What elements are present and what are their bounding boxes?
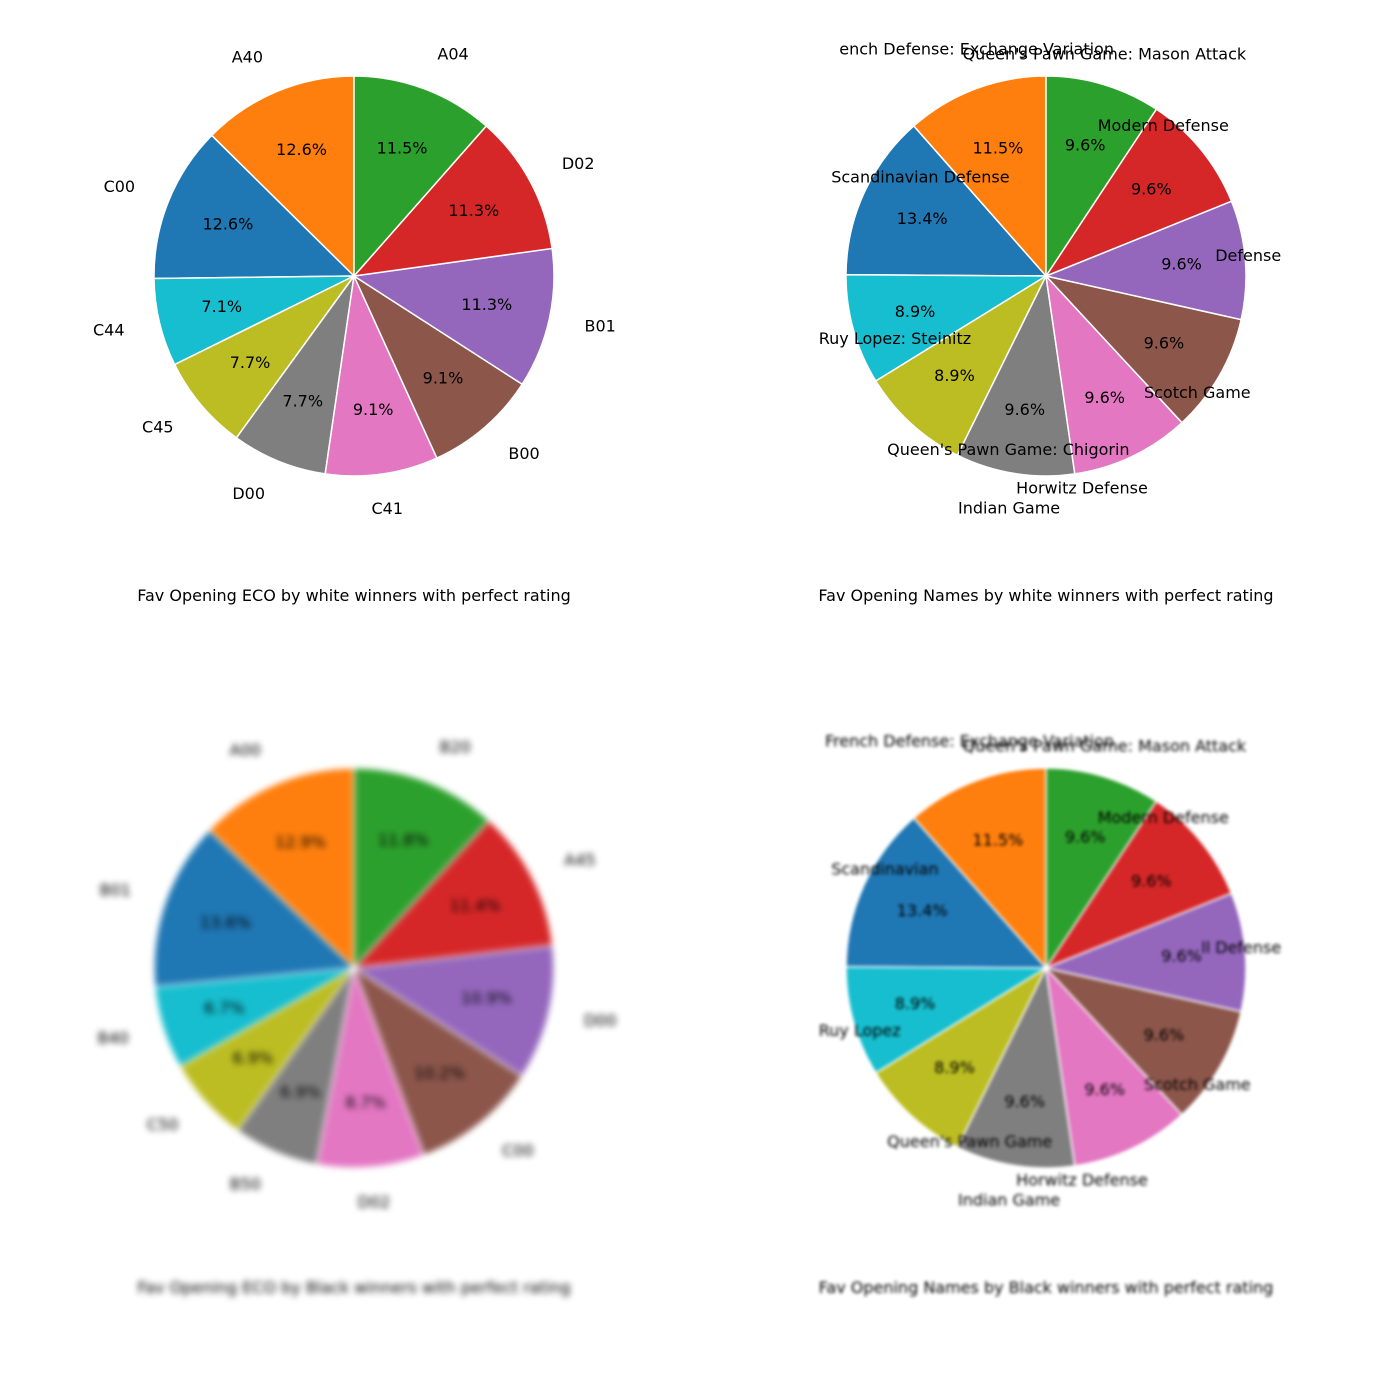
slice-ext-label: Scandinavian bbox=[831, 860, 938, 879]
slice-ext-label: B01 bbox=[100, 880, 131, 899]
slice-ext-label: ench Defense: Exchange Variation bbox=[839, 40, 1114, 59]
pie-chart-names-white: 11.5% 13.4% 8.9% 8.9% 9.6% 9.6% 9.6% 9.6% 9.6% 9.… bbox=[716, 16, 1376, 576]
slice-ext-label: Queen's Pawn Game bbox=[887, 1132, 1052, 1151]
slice-pct-label: 9.6% bbox=[1161, 946, 1202, 965]
slice-pct-label: 6.9% bbox=[233, 1048, 274, 1067]
slice-ext-label: C00 bbox=[502, 1141, 534, 1160]
slice-ext-label: D00 bbox=[232, 484, 265, 503]
panel-names-white: 11.5% 13.4% 8.9% 8.9% 9.6% 9.6% 9.6% 9.6% 9.6% 9.… bbox=[708, 16, 1384, 692]
slice-pct-label: 9.6% bbox=[1004, 400, 1045, 419]
caption-eco-white: Fav Opening ECO by white winners with pe… bbox=[137, 586, 571, 605]
slice-pct-label: 11.3% bbox=[448, 201, 499, 220]
slice-pct-label: 9.6% bbox=[1144, 333, 1185, 352]
slice-pct-label: 11.5% bbox=[973, 138, 1024, 157]
slice-pct-label: 9.6% bbox=[1065, 135, 1106, 154]
slice-pct-label: 11.8% bbox=[378, 831, 429, 850]
caption-eco-black: Fav Opening ECO by Black winners with pe… bbox=[138, 1278, 571, 1297]
slice-pct-label: 9.6% bbox=[1065, 827, 1106, 846]
slice-pct-label: 8.9% bbox=[934, 366, 975, 385]
slice-ext-label: ll Defense bbox=[1201, 938, 1281, 957]
slice-pct-label: 9.6% bbox=[1084, 1080, 1125, 1099]
slice-pct-label: 10.9% bbox=[461, 988, 512, 1007]
slice-ext-label: D02 bbox=[562, 154, 595, 173]
slice-ext-label: Queen's Pawn Game: Chigorin bbox=[887, 440, 1129, 459]
slice-pct-label: 12.6% bbox=[276, 140, 327, 159]
slice-pct-label: 13.6% bbox=[200, 913, 251, 932]
panel-eco-white: 12.6% 12.6% 7.1% 7.7% 7.7% 9.1% 9.1% 11.3% 11.3%… bbox=[16, 16, 692, 692]
slice-ext-label: Scandinavian Defense bbox=[831, 168, 1009, 187]
slice-pct-label: 11.4% bbox=[450, 896, 501, 915]
slice-pct-label: 7.7% bbox=[230, 353, 271, 372]
slice-ext-label: Ruy Lopez: Steinitz bbox=[819, 329, 971, 348]
slice-pct-label: 11.5% bbox=[377, 138, 428, 157]
slice-ext-label: C44 bbox=[93, 321, 125, 340]
slice-pct-label: 7.7% bbox=[282, 391, 323, 410]
slice-pct-label: 9.6% bbox=[1144, 1025, 1185, 1044]
slice-ext-label: A40 bbox=[232, 48, 263, 67]
slice-pct-label: 8.9% bbox=[895, 994, 936, 1013]
pie-chart-names-black: 11.5% 13.4% 8.9% 8.9% 9.6% 9.6% 9.6% 9.6% 9.6% 9.… bbox=[716, 708, 1376, 1268]
slice-ext-label: D00 bbox=[584, 1011, 617, 1030]
slice-ext-label: Horwitz Defense bbox=[1016, 478, 1148, 497]
slice-pct-label: 9.1% bbox=[353, 400, 394, 419]
slice-ext-label: Indian Game bbox=[958, 499, 1060, 518]
slice-ext-label: Modern Defense bbox=[1098, 808, 1229, 827]
slice-pct-label: 9.6% bbox=[1161, 254, 1202, 273]
slice-ext-label: Defense bbox=[1215, 246, 1281, 265]
slice-pct-label: 9.6% bbox=[1131, 179, 1172, 198]
panel-eco-black: 12.9% 13.6% 6.7% 6.9% 6.9% 8.7% 10.2% 10.9% 11.4… bbox=[16, 708, 692, 1384]
slice-ext-label: Horwitz Defense bbox=[1016, 1170, 1148, 1189]
slice-pct-label: 12.6% bbox=[202, 215, 253, 234]
slice-pct-label: 11.3% bbox=[461, 295, 512, 314]
slice-ext-label: A00 bbox=[230, 741, 261, 760]
slice-pct-label: 8.9% bbox=[934, 1058, 975, 1077]
slice-pct-label: 13.4% bbox=[897, 209, 948, 228]
pie-chart-eco-white: 12.6% 12.6% 7.1% 7.7% 7.7% 9.1% 9.1% 11.3% 11.3%… bbox=[24, 16, 684, 576]
chart-grid: 12.6% 12.6% 7.1% 7.7% 7.7% 9.1% 9.1% 11.3% 11.3%… bbox=[0, 0, 1400, 1400]
slice-pct-label: 6.7% bbox=[204, 998, 245, 1017]
slice-ext-label: B50 bbox=[230, 1174, 261, 1193]
slice-ext-label: Scotch Game bbox=[1144, 1075, 1251, 1094]
slice-ext-label: B00 bbox=[508, 444, 539, 463]
slice-pct-label: 9.1% bbox=[423, 368, 464, 387]
slice-pct-label: 9.6% bbox=[1084, 388, 1125, 407]
slice-pct-label: 9.6% bbox=[1131, 871, 1172, 890]
slice-ext-label: Scotch Game bbox=[1144, 383, 1251, 402]
panel-names-black: 11.5% 13.4% 8.9% 8.9% 9.6% 9.6% 9.6% 9.6% 9.6% 9.… bbox=[708, 708, 1384, 1384]
slice-ext-label: Ruy Lopez bbox=[819, 1021, 901, 1040]
slice-ext-label: C00 bbox=[104, 177, 136, 196]
slice-pct-label: 8.9% bbox=[895, 302, 936, 321]
slice-pct-label: 7.1% bbox=[201, 297, 242, 316]
caption-names-white: Fav Opening Names by white winners with … bbox=[818, 586, 1273, 605]
slice-ext-label: Indian Game bbox=[958, 1191, 1060, 1210]
slice-pct-label: 10.2% bbox=[414, 1063, 465, 1082]
caption-names-black: Fav Opening Names by Black winners with … bbox=[819, 1278, 1274, 1297]
slice-pct-label: 8.7% bbox=[345, 1093, 386, 1112]
slice-pct-label: 11.5% bbox=[973, 830, 1024, 849]
slice-pct-label: 6.9% bbox=[280, 1082, 321, 1101]
slice-pct-label: 12.9% bbox=[275, 833, 326, 852]
slice-pct-label: 9.6% bbox=[1004, 1092, 1045, 1111]
slice-pct-label: 13.4% bbox=[897, 901, 948, 920]
slice-ext-label: Modern Defense bbox=[1098, 116, 1229, 135]
pie-chart-eco-black: 12.9% 13.6% 6.7% 6.9% 6.9% 8.7% 10.2% 10.9% 11.4… bbox=[24, 708, 684, 1268]
slice-ext-label: C50 bbox=[147, 1115, 179, 1134]
slice-ext-label: B40 bbox=[98, 1028, 129, 1047]
slice-ext-label: D02 bbox=[358, 1193, 391, 1212]
slice-ext-label: French Defense: Exchange Variation bbox=[825, 732, 1114, 751]
slice-ext-label: C45 bbox=[142, 418, 174, 437]
slice-ext-label: A45 bbox=[564, 850, 595, 869]
slice-ext-label: B20 bbox=[439, 738, 470, 757]
slice-ext-label: B01 bbox=[584, 316, 615, 335]
slice-ext-label: A04 bbox=[437, 45, 468, 64]
slice-ext-label: C41 bbox=[371, 499, 403, 518]
